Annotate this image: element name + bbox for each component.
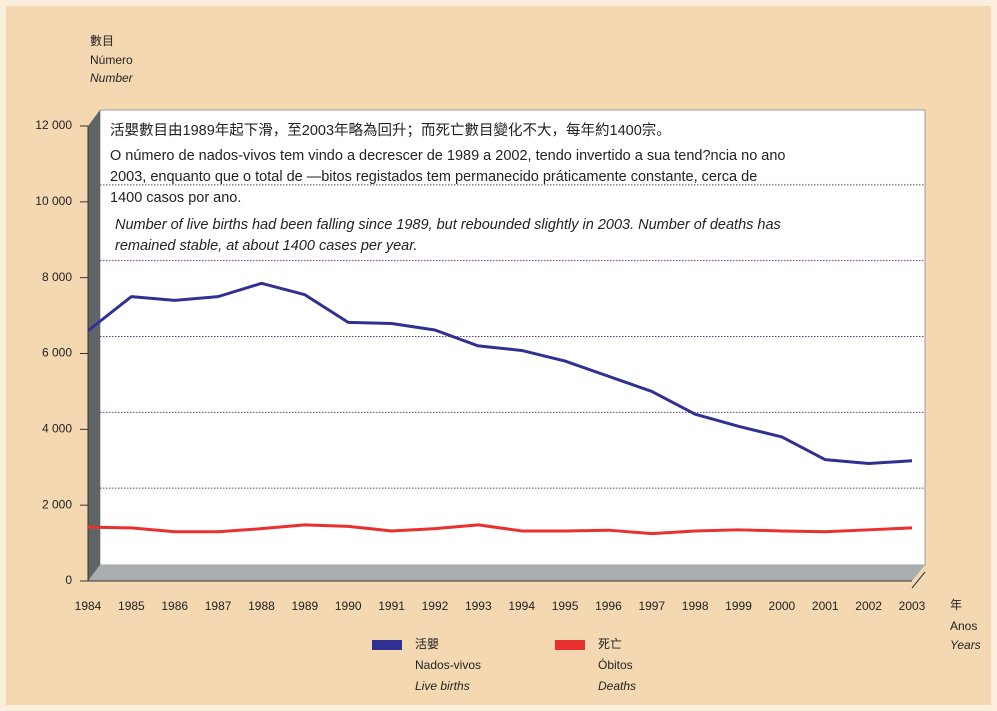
x-tick-label: 1992 bbox=[422, 599, 449, 613]
x-tick-label: 1999 bbox=[725, 599, 752, 613]
series-line bbox=[87, 523, 913, 536]
x-tick-label: 1984 bbox=[75, 599, 102, 613]
legend-label: Óbitos bbox=[598, 657, 633, 672]
x-tick-label: 1987 bbox=[205, 599, 232, 613]
x-tick-label: 1997 bbox=[638, 599, 665, 613]
legend-label: 死亡 bbox=[598, 637, 622, 651]
y-tick-label: 2 000 bbox=[42, 497, 72, 511]
y-tick-label: 0 bbox=[65, 573, 72, 587]
y-label: Number bbox=[90, 71, 134, 85]
x-tick-label: 2000 bbox=[769, 599, 796, 613]
legend-label: Nados-vivos bbox=[415, 658, 481, 672]
legend-label: 活嬰 bbox=[415, 637, 439, 651]
x-tick-label: 1986 bbox=[161, 599, 188, 613]
legend-label: Deaths bbox=[598, 679, 636, 693]
x-tick-label: 1993 bbox=[465, 599, 492, 613]
y-tick-label: 8 000 bbox=[42, 270, 72, 284]
annotation: 活嬰數目由1989年起下滑，至2003年略為回升；而死亡數目變化不大，每年約14… bbox=[110, 122, 671, 139]
x-tick-label: 1988 bbox=[248, 599, 275, 613]
left-wall bbox=[88, 110, 100, 581]
annotation: Number of live births had been falling s… bbox=[115, 217, 781, 233]
y-tick-label: 4 000 bbox=[42, 422, 72, 436]
y-tick-label: 6 000 bbox=[42, 346, 72, 360]
legend-swatch bbox=[372, 640, 402, 650]
x-tick-label: 1985 bbox=[118, 599, 145, 613]
x-tick-label: 1990 bbox=[335, 599, 362, 613]
x-tick-label: 2003 bbox=[899, 599, 926, 613]
x-label: Years bbox=[950, 638, 981, 652]
x-tick-label: 2002 bbox=[855, 599, 882, 613]
plot-wall bbox=[99, 109, 926, 566]
x-tick-label: 1995 bbox=[552, 599, 579, 613]
annotation: O número de nados-vivos tem vindo a decr… bbox=[110, 148, 786, 164]
legend-label: Live births bbox=[415, 679, 470, 693]
x-tick-label: 1996 bbox=[595, 599, 622, 613]
x-label: Anos bbox=[950, 619, 977, 633]
annotation: 2003, enquanto que o total de —bitos reg… bbox=[110, 169, 757, 185]
x-tick-label: 1994 bbox=[508, 599, 535, 613]
floor bbox=[88, 565, 925, 581]
x-tick-label: 1989 bbox=[291, 599, 318, 613]
y-label: 數目 bbox=[90, 34, 114, 48]
x-label: 年 bbox=[950, 598, 962, 612]
x-tick-label: 1991 bbox=[378, 599, 405, 613]
x-tick-label: 2001 bbox=[812, 599, 839, 613]
floor-edge bbox=[911, 571, 926, 589]
y-tick-label: 12 000 bbox=[35, 118, 72, 132]
annotation: 1400 casos por ano. bbox=[110, 190, 241, 206]
y-label: Número bbox=[90, 53, 133, 67]
annotation: remained stable, at about 1400 cases per… bbox=[115, 238, 418, 254]
y-tick-label: 10 000 bbox=[35, 194, 72, 208]
series-line bbox=[87, 281, 913, 465]
legend-swatch bbox=[555, 640, 585, 650]
x-tick-label: 1998 bbox=[682, 599, 709, 613]
